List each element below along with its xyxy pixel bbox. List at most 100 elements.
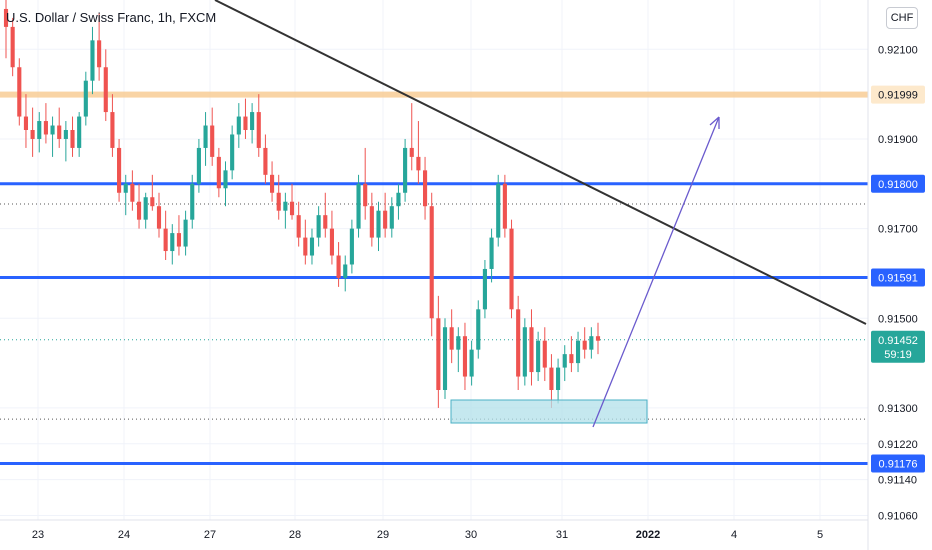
downtrend-line[interactable] xyxy=(214,0,867,325)
candle-body xyxy=(256,112,261,148)
candle-body xyxy=(509,228,514,310)
y-tick-label: 0.91060 xyxy=(878,511,918,523)
candle-body xyxy=(396,192,401,207)
candle-body xyxy=(243,116,248,130)
grid xyxy=(0,0,868,520)
candle-body xyxy=(489,237,494,269)
candle-body xyxy=(549,367,554,390)
time-axis[interactable]: 23 24 27 28 29 30 31 2022 4 5 xyxy=(0,519,868,541)
candle-body xyxy=(303,237,308,256)
candle-body xyxy=(595,336,601,341)
candle-body xyxy=(216,156,221,189)
candle-body xyxy=(496,183,501,238)
x-tick-label: 24 xyxy=(118,529,130,541)
candle-body xyxy=(170,233,175,252)
x-tick-label: 5 xyxy=(817,529,823,541)
candle-body xyxy=(449,327,454,350)
candle-body xyxy=(250,112,255,130)
candle-body xyxy=(136,201,142,220)
candle-body xyxy=(183,219,188,247)
x-tick-label: 4 xyxy=(731,529,737,541)
level-label-bg xyxy=(871,268,925,287)
price-axis[interactable]: 0.92100 0.91900 0.91700 0.91500 0.91300 0.912… xyxy=(867,0,918,550)
candle-body xyxy=(190,183,195,220)
candle-body xyxy=(270,174,275,193)
level-label: 0.91591 xyxy=(878,272,918,284)
y-tick-label: 0.91500 xyxy=(878,313,918,325)
candle-body xyxy=(83,80,88,117)
candle-body xyxy=(23,116,29,130)
candle-body xyxy=(336,255,341,278)
candle-body xyxy=(343,264,348,278)
candle-body xyxy=(37,121,42,139)
resistance-band[interactable] xyxy=(0,91,868,98)
candle-body xyxy=(416,156,421,171)
candle-body xyxy=(356,183,361,229)
candle-body xyxy=(50,125,55,135)
candle-body xyxy=(436,318,441,390)
candle-body xyxy=(163,228,168,252)
candle-body xyxy=(369,206,374,238)
candle-body xyxy=(10,26,15,68)
level-label-bg xyxy=(871,454,925,473)
currency-badge[interactable]: CHF xyxy=(886,7,918,29)
y-tick-label: 0.91140 xyxy=(878,475,917,487)
candle-body xyxy=(203,125,208,148)
candle-body xyxy=(156,206,162,229)
candle-body xyxy=(276,192,281,211)
plot-background xyxy=(0,0,868,520)
candle-body xyxy=(103,67,108,113)
candle-body xyxy=(529,327,534,373)
candle-body xyxy=(329,228,334,256)
candle-body xyxy=(422,170,428,207)
candle-body xyxy=(575,340,581,364)
demand-zone-box[interactable] xyxy=(450,399,648,424)
candle-body xyxy=(263,147,268,175)
candle-body xyxy=(230,134,235,171)
candle-body xyxy=(536,340,541,373)
candle-body xyxy=(349,228,354,265)
candle-body xyxy=(383,210,388,229)
level-label: 0.91999 xyxy=(878,90,918,102)
chart-title: U.S. Dollar / Swiss Franc, 1h, FXCM xyxy=(6,10,217,25)
candle-body xyxy=(117,147,122,193)
x-tick-label: 23 xyxy=(32,529,44,541)
x-tick-label: 28 xyxy=(289,529,301,541)
y-tick-label: 0.91300 xyxy=(878,403,918,415)
drawings xyxy=(214,0,867,428)
candle-body xyxy=(70,130,75,148)
x-tick-label: 29 xyxy=(377,529,389,541)
candle-countdown: 59:19 xyxy=(884,349,912,361)
candle-body xyxy=(283,201,288,211)
candle-body xyxy=(143,197,148,220)
candle-body xyxy=(77,116,82,148)
candle-body xyxy=(150,197,155,207)
candle-body xyxy=(223,170,228,189)
level-label: 0.91176 xyxy=(879,459,918,471)
candle-body xyxy=(289,201,295,216)
level-label: 0.91800 xyxy=(878,179,918,191)
candle-body xyxy=(17,67,22,117)
candle-body xyxy=(309,237,315,256)
candle-body xyxy=(522,327,527,377)
candle-body xyxy=(363,183,368,207)
x-tick-label: 31 xyxy=(556,529,568,541)
candle-body xyxy=(296,215,301,238)
projection-arrow[interactable] xyxy=(592,116,720,428)
candle-body xyxy=(376,210,381,238)
candle-body xyxy=(110,112,115,148)
candle-body xyxy=(130,183,135,202)
candle-body xyxy=(323,215,328,229)
candle-body xyxy=(409,147,414,157)
candlestick-series xyxy=(3,0,601,408)
candle-body xyxy=(482,268,487,310)
candle-body xyxy=(97,40,102,68)
x-tick-label: 2022 xyxy=(636,529,660,541)
level-label-bg xyxy=(871,85,925,104)
candle-body xyxy=(542,340,547,368)
candle-body xyxy=(502,183,507,229)
candle-body xyxy=(210,125,215,157)
price-labels: 0.91999 0.91800 0.91591 0.91176 0.91452 59:19 xyxy=(871,85,925,473)
candle-body xyxy=(30,130,35,139)
